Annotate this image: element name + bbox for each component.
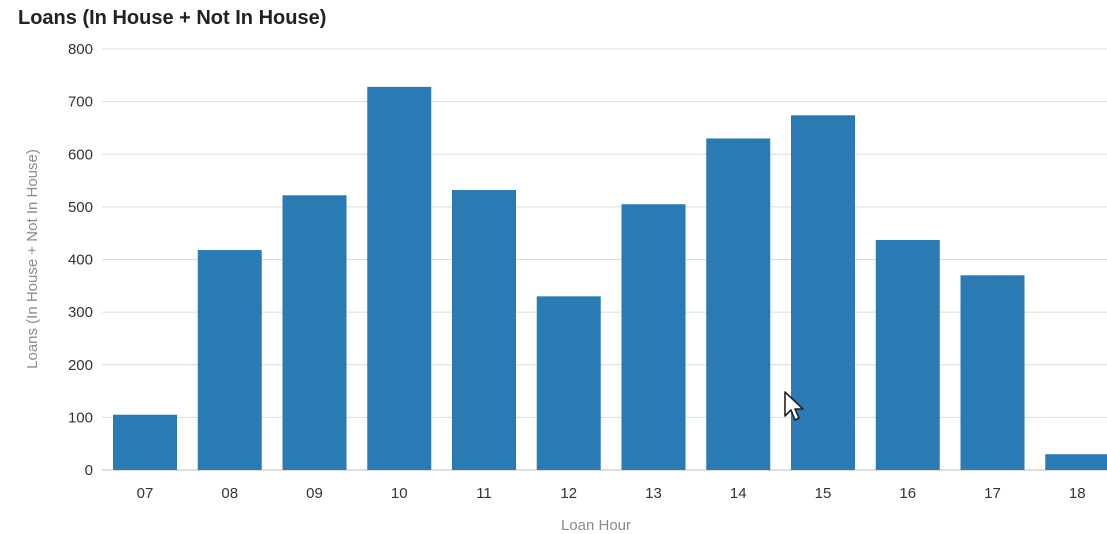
x-tick-label: 09 [306,485,323,502]
y-axis-ticks: 0 100 200 300 400 500 600 700 800 [68,41,93,479]
chart-title: Loans (In House + Not In House) [18,7,327,29]
x-tick-label: 11 [476,485,492,502]
bar-18 [1045,454,1107,470]
bar-11 [452,190,516,470]
bar-08 [197,250,262,470]
x-tick-label: 15 [815,485,832,502]
y-tick-label: 300 [68,304,93,321]
x-tick-label: 17 [984,485,1001,502]
y-tick-label: 800 [68,41,93,58]
x-tick-label: 12 [560,485,577,502]
x-tick-label: 18 [1069,485,1086,502]
y-tick-label: 700 [68,94,93,111]
bar-09 [282,195,347,471]
y-tick-label: 500 [68,199,93,216]
mouse-pointer-icon [784,391,804,421]
x-axis-ticks: 07 08 09 10 11 12 13 14 15 16 17 18 [137,485,1086,502]
y-tick-label: 200 [68,357,93,374]
bar-16 [875,240,940,470]
y-tick-label: 0 [85,462,93,479]
bar-07 [113,414,177,470]
x-tick-label: 16 [899,485,916,502]
bar-10 [367,86,432,470]
bar-13 [621,204,686,470]
x-tick-label: 07 [137,485,154,502]
bar-14 [706,138,771,470]
y-tick-label: 100 [68,409,93,426]
x-tick-label: 08 [221,485,238,502]
y-tick-label: 600 [68,146,93,163]
x-tick-label: 13 [645,485,662,502]
y-tick-label: 400 [68,252,93,269]
bars [113,86,1107,471]
x-tick-label: 14 [730,485,747,502]
y-axis-title: Loans (In House + Not In House) [24,149,41,369]
bar-12 [536,296,601,470]
bar-15 [791,115,855,471]
x-axis-title: Loan Hour [561,517,631,534]
bar-17 [960,275,1025,470]
x-tick-label: 10 [391,485,408,502]
